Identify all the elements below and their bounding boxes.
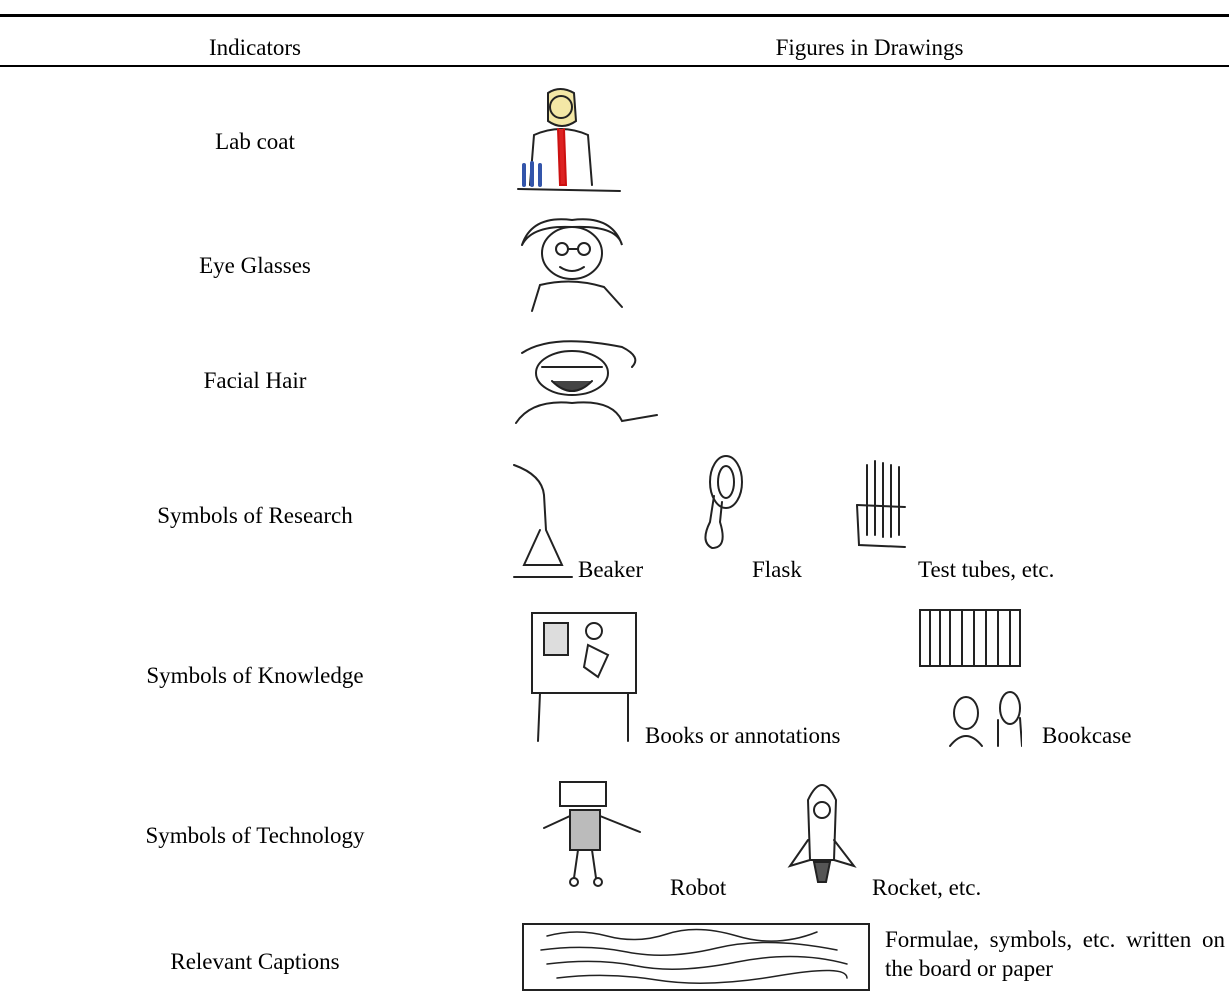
header-cell: Figures in Drawings — [775, 35, 964, 60]
rocket-drawing — [787, 784, 857, 883]
indicator: Symbols of Research — [157, 503, 353, 528]
formula-board-drawing — [522, 923, 870, 991]
facial-hair-drawing — [515, 340, 658, 424]
caption: Robot — [670, 875, 727, 900]
indicator: Symbols of Technology — [145, 823, 365, 848]
caption: Books or annotations — [645, 723, 841, 748]
robot-drawing — [543, 781, 641, 887]
glasses-drawing — [521, 218, 623, 312]
lab-coat-drawing — [517, 88, 621, 192]
indicator: Facial Hair — [203, 368, 307, 393]
bookcase-drawing — [919, 609, 1022, 747]
caption: Formulae, symbols, etc. written on the b… — [885, 927, 1225, 981]
caption: Test tubes, etc. — [918, 557, 1055, 582]
indicator: Lab coat — [215, 129, 295, 154]
indicator: Eye Glasses — [199, 253, 311, 278]
caption: Rocket, etc. — [872, 875, 982, 900]
beaker-drawing — [513, 464, 573, 578]
header-rule — [0, 65, 1229, 67]
test-tubes-drawing — [856, 460, 906, 548]
indicator: Symbols of Knowledge — [146, 663, 364, 688]
caption: Bookcase — [1042, 723, 1132, 748]
top-rule — [0, 14, 1229, 17]
caption: Beaker — [578, 557, 644, 582]
indicator: Relevant Captions — [170, 949, 340, 974]
flask-drawing — [704, 455, 743, 550]
board-drawing — [531, 612, 637, 742]
caption: Flask — [752, 557, 802, 582]
header-cell: Indicators — [209, 35, 301, 60]
